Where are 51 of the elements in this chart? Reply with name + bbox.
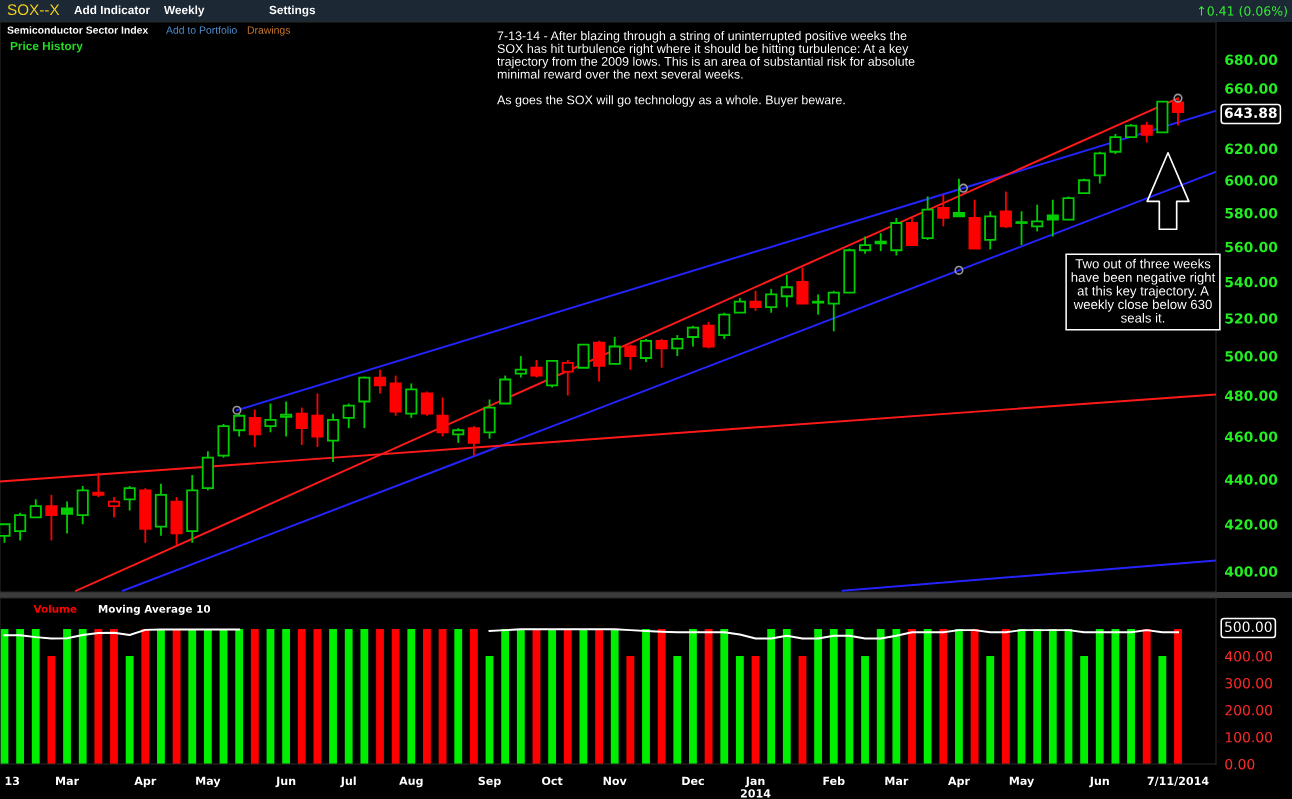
y-tick-label: 460.00 <box>1224 431 1278 442</box>
text: Add Indicator <box>74 5 150 15</box>
x-tick-label: Apr <box>134 776 157 788</box>
y-tick-label: 560.00 <box>1225 241 1278 253</box>
x-tick-label: May <box>196 776 221 788</box>
x-tick-label: Feb <box>823 776 845 786</box>
text: 7-13-14 - After blazing through a string of uninterrupted positive weeks the SOX has hit turbulence right where it should be hitting turbulence: At a key trajectory from the 2009 lows. This is an area of substantial risk for absolute minimal reward over the next several weeks. As goes the SOX will go technology as a whole. Buyer beware. <box>497 31 915 107</box>
chart-title: SOX--X <box>7 4 60 16</box>
x-tick-label: Mar <box>56 776 80 786</box>
x-tick-label: Dec <box>682 776 704 786</box>
x-tick-label: Oct <box>542 776 563 786</box>
y-tick-label: 540.00 <box>1225 276 1278 288</box>
x-tick-label: Apr <box>947 776 970 788</box>
x-tick-label: Sep <box>478 776 501 788</box>
text: 643.88 <box>1224 107 1277 119</box>
annotation: Two out of three weeks have been negative right at this key trajectory. A weekly close below 630 seals it. <box>1071 258 1216 323</box>
y-tick-label: 500.00 <box>1225 351 1278 362</box>
y-tick-label: 400.00 <box>1224 566 1278 577</box>
series-label: Volume <box>33 604 77 613</box>
y-tick-label: 580.00 <box>1225 207 1278 219</box>
text: Settings <box>269 5 316 17</box>
y-tick-label: 400.00 <box>1225 651 1273 662</box>
y-tick-label: 100.00 <box>1225 731 1273 743</box>
x-tick-label: Nov <box>603 776 627 786</box>
x-tick-label: Aug <box>399 776 423 788</box>
x-tick-label: Jul <box>340 776 356 788</box>
series-label: Moving Average 10 <box>98 604 211 615</box>
y-tick-label: 620.00 <box>1225 143 1278 155</box>
annotation: Add to Portfolio <box>166 26 237 34</box>
x-tick-label: 7/11/2014 <box>1147 776 1209 786</box>
x-tick-label: Mar <box>885 776 909 786</box>
y-tick-label: 420.00 <box>1224 519 1278 530</box>
x-tick-label: May <box>1009 776 1035 788</box>
y-tick-label: 520.00 <box>1225 313 1278 324</box>
y-tick-label: 480.00 <box>1224 390 1278 401</box>
annotation: Drawings <box>247 26 291 36</box>
text: Weekly <box>164 5 205 17</box>
x-tick-label: Jun <box>1089 776 1109 788</box>
annotation: Price History <box>10 41 83 53</box>
text: ↑0.41 (0.06%) <box>1198 5 1287 18</box>
y-tick-label: 680.00 <box>1225 54 1278 66</box>
y-tick-label: 0.00 <box>1225 758 1255 770</box>
y-tick-label: 660.00 <box>1225 83 1278 94</box>
x-tick-label: 13 <box>5 776 20 786</box>
y-tick-label: 200.00 <box>1225 704 1273 716</box>
x-tick-label: Jun <box>275 776 296 788</box>
chart-subtitle: Semiconductor Sector Index <box>7 26 149 34</box>
x-tick-label: Jan 2014 <box>740 776 771 798</box>
y-tick-label: 440.00 <box>1224 474 1278 485</box>
y-tick-label: 600.00 <box>1225 175 1278 186</box>
y-tick-label: 300.00 <box>1225 677 1273 689</box>
